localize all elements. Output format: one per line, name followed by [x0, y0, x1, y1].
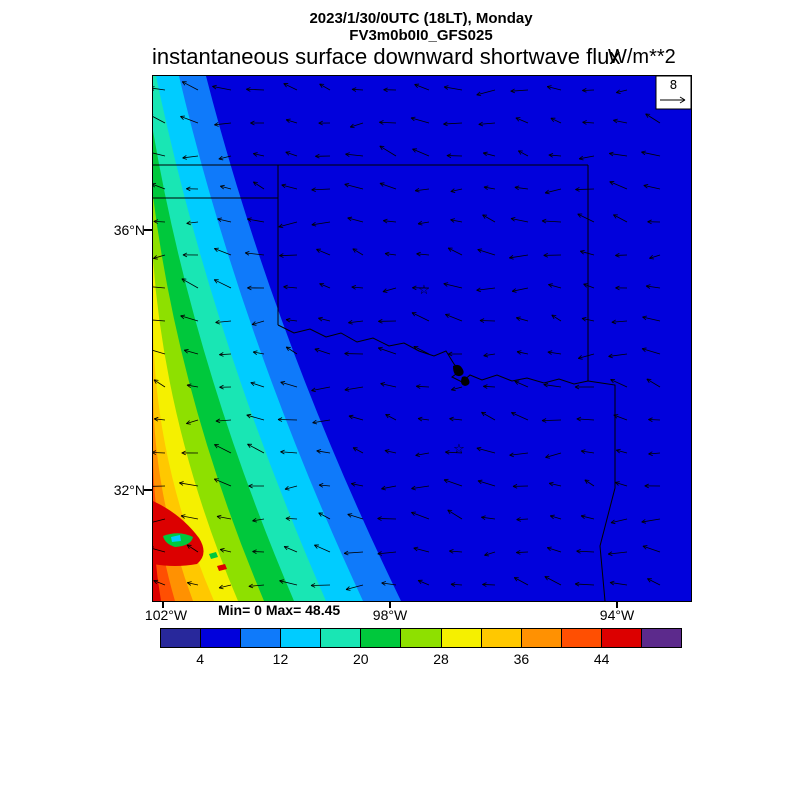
colorbar-tick-label: 28 — [433, 651, 449, 667]
reference-vector-box: 8 — [655, 76, 691, 110]
lat-tick-36n — [144, 229, 152, 231]
svg-text:☆: ☆ — [418, 283, 430, 298]
colorbar-segment — [361, 629, 402, 647]
colorbar-segment — [241, 629, 282, 647]
colorbar-tick-label: 12 — [272, 651, 289, 667]
plot-units-label: W/m**2 — [608, 46, 676, 68]
colorbar-segment — [441, 629, 482, 647]
flux-patches — [153, 501, 227, 571]
state-borders — [153, 164, 616, 601]
min-max-stats: Min= 0 Max= 48.45 — [218, 602, 341, 618]
header-model: FV3m0b0I0_GFS025 — [349, 27, 493, 44]
lon-label-94w: 94°W — [599, 607, 635, 623]
colorbar-tick-label: 20 — [352, 651, 369, 667]
colorbar-tick-label: 44 — [593, 651, 610, 667]
colorbar-segment — [481, 629, 522, 647]
colorbar: 4 12 20 28 36 44 — [160, 628, 682, 668]
lon-label-102w: 102°W — [144, 607, 188, 623]
reference-vector-value: 8 — [670, 78, 678, 92]
lon-tick-94w — [616, 601, 618, 608]
colorbar-segment — [321, 629, 362, 647]
colorbar-segment — [641, 629, 682, 647]
lat-label-32n: 32°N — [113, 482, 145, 498]
header-datetime: 2023/1/30/0UTC (18LT), Monday — [309, 10, 533, 27]
colorbar-tick-label: 4 — [196, 651, 205, 667]
lon-tick-102w — [162, 601, 164, 608]
colorbar-segments — [160, 628, 682, 648]
colorbar-segment — [161, 629, 202, 647]
colorbar-segment — [281, 629, 322, 647]
colorbar-segment — [201, 629, 242, 647]
colorbar-segment — [401, 629, 442, 647]
colorbar-segment — [561, 629, 602, 647]
plot-title: instantaneous surface downward shortwave… — [152, 44, 621, 69]
colorbar-tick-label: 36 — [513, 651, 530, 667]
wind-vectors — [153, 81, 661, 591]
map-svg: ☆☆8 — [153, 76, 691, 601]
colorbar-segment — [521, 629, 562, 647]
colorbar-ticks: 4 12 20 28 36 44 — [160, 648, 682, 668]
lat-label-36n: 36°N — [113, 222, 145, 238]
city-star-markers: ☆☆ — [418, 283, 465, 457]
lon-tick-98w — [389, 601, 391, 608]
colorbar-segment — [601, 629, 642, 647]
svg-text:☆: ☆ — [453, 442, 465, 457]
lake-marks — [453, 364, 470, 386]
lon-label-98w: 98°W — [372, 607, 408, 623]
map-frame: ☆ ☆ 8 — [152, 75, 692, 602]
lat-tick-32n — [144, 489, 152, 491]
